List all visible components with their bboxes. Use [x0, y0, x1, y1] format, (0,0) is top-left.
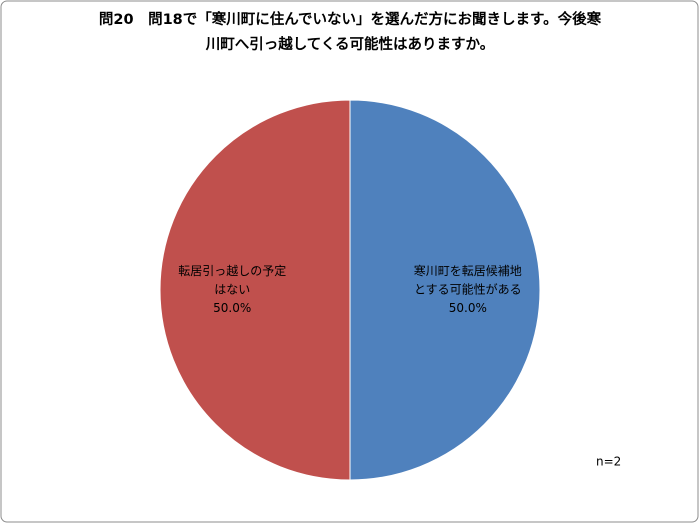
annotation: n=2 — [596, 455, 621, 469]
chart-title: 川町へ引っ越してくる可能性はありますか。 — [205, 35, 495, 53]
slice-label: 転居引っ越しの予定 — [178, 263, 286, 278]
chart-title: 問20 問18で「寒川町に住んでいない」を選んだ方にお聞きします。今後寒 — [99, 10, 602, 28]
pie-slice — [159, 99, 351, 481]
slice-label: とする可能性がある — [414, 282, 522, 297]
pie-slice — [349, 99, 541, 481]
slice-label: 寒川町を転居候補地 — [414, 263, 522, 278]
value-label: 50.0% — [449, 301, 487, 315]
slice-label: はない — [214, 283, 250, 297]
value-label: 50.0% — [213, 301, 251, 315]
